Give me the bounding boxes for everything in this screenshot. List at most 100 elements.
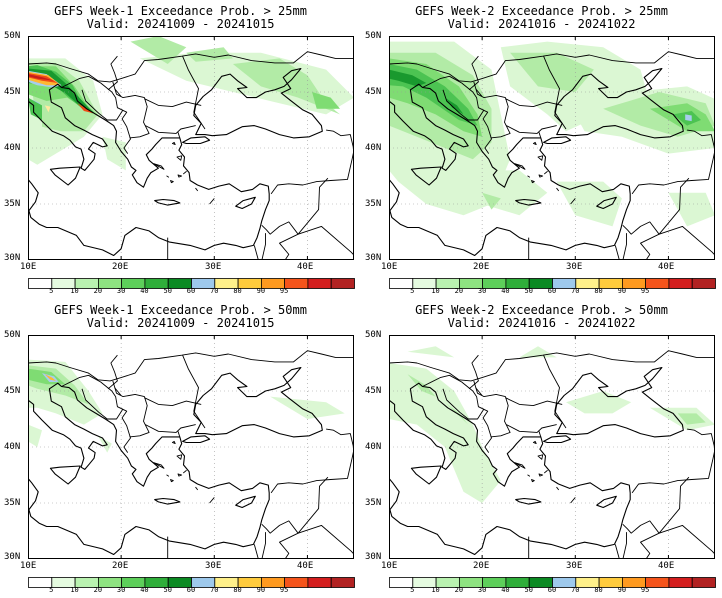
island-outline — [171, 141, 176, 146]
lat-label: 40N — [365, 143, 382, 153]
island-outline — [527, 474, 531, 477]
colorbar-label: 80 — [233, 586, 242, 594]
colorbar-swatch — [691, 278, 716, 289]
map-canvas — [28, 36, 354, 260]
lat-label: 40N — [365, 442, 382, 452]
colorbar-label: 90 — [617, 287, 627, 295]
colorbar-label: 50 — [163, 287, 172, 295]
panel-title: GEFS Week-1 Exceedance Prob. > 25mm — [54, 4, 307, 18]
colorbar — [28, 275, 356, 294]
lat-label: 45N — [4, 386, 21, 396]
lon-label: 20E — [473, 561, 490, 571]
colorbar-label: 95 — [640, 586, 650, 594]
country-border — [209, 497, 215, 504]
coastline — [410, 166, 442, 186]
lat-label: 50N — [4, 31, 21, 41]
lat-label: 35N — [365, 498, 382, 508]
country-border — [468, 55, 479, 91]
country-border — [658, 524, 715, 555]
country-border — [107, 354, 118, 390]
colorbar-swatch — [668, 278, 693, 289]
lon-label: 40E — [658, 561, 675, 571]
island-outline — [153, 163, 165, 170]
colorbar-label: 30 — [477, 586, 487, 594]
lat-label: 50N — [365, 31, 382, 41]
lat-label: 45N — [4, 87, 21, 97]
coastline — [182, 435, 211, 444]
island-outline — [195, 486, 198, 491]
coastline — [28, 83, 270, 257]
colorbar-label: 80 — [594, 586, 603, 594]
probability-shading — [312, 92, 340, 109]
country-border — [631, 129, 715, 195]
probability-shading — [389, 363, 501, 503]
lon-label: 10E — [20, 561, 37, 571]
colorbar-label: 10 — [70, 287, 79, 295]
lat-label: 40N — [4, 442, 21, 452]
country-border — [614, 532, 627, 559]
lat-label: 45N — [365, 386, 382, 396]
country-border — [505, 98, 563, 108]
island-outline — [166, 175, 170, 178]
country-border — [261, 476, 329, 534]
probability-shading — [28, 74, 55, 81]
lon-label: 10E — [381, 561, 398, 571]
island-outline — [183, 171, 187, 175]
lat-label: 35N — [365, 199, 382, 209]
coastline — [554, 67, 684, 139]
colorbar-label: 60 — [186, 287, 196, 295]
panel-valid-dates: Valid: 20241009 - 20241015 — [86, 316, 275, 330]
island-outline — [544, 470, 548, 474]
probability-shading — [407, 346, 455, 358]
probability-shading — [186, 47, 233, 62]
coastline — [596, 495, 617, 509]
island-outline — [532, 141, 537, 146]
probability-shading — [685, 114, 692, 122]
lon-label: 30E — [566, 262, 583, 272]
country-border — [279, 233, 299, 260]
probability-shading — [102, 136, 126, 171]
coastline — [193, 366, 323, 438]
probability-shading — [232, 58, 340, 115]
island-outline — [514, 163, 526, 170]
lat-label: 30N — [4, 552, 21, 562]
probability-shading — [44, 374, 56, 381]
probability-shading — [510, 52, 594, 92]
island-outline — [177, 473, 183, 477]
lon-label: 30E — [566, 561, 583, 571]
country-border — [505, 397, 563, 407]
map-plot — [389, 335, 715, 559]
country-border — [389, 51, 715, 83]
colorbar-swatch — [307, 577, 332, 588]
country-border — [468, 354, 479, 390]
country-border — [506, 424, 557, 433]
map-frame — [28, 36, 354, 260]
country-border — [144, 397, 202, 407]
country-border — [622, 476, 690, 534]
coastline — [193, 67, 323, 139]
colorbar-label: 70 — [210, 586, 219, 594]
island-outline — [531, 180, 535, 184]
colorbar-label: 5 — [49, 287, 54, 295]
colorbar-swatch — [307, 278, 332, 289]
colorbar-swatch — [691, 577, 716, 588]
country-border — [658, 225, 715, 256]
colorbar-label: 20 — [454, 586, 464, 594]
country-border — [543, 56, 567, 130]
country-border — [442, 89, 485, 121]
island-outline — [195, 187, 198, 192]
colorbar-swatches — [389, 278, 716, 289]
map-canvas — [28, 335, 354, 559]
country-border — [543, 355, 567, 429]
colorbar-label: 30 — [116, 586, 126, 594]
country-border — [631, 428, 715, 494]
colorbar-label: 70 — [571, 287, 580, 295]
island-outline — [532, 440, 537, 445]
colorbar-label: 50 — [524, 586, 533, 594]
country-border — [622, 177, 690, 235]
lon-label: 10E — [381, 262, 398, 272]
coastline — [543, 435, 572, 444]
colorbar-label: 20 — [93, 586, 103, 594]
lat-label: 30N — [365, 253, 382, 263]
map-plot — [389, 36, 715, 260]
